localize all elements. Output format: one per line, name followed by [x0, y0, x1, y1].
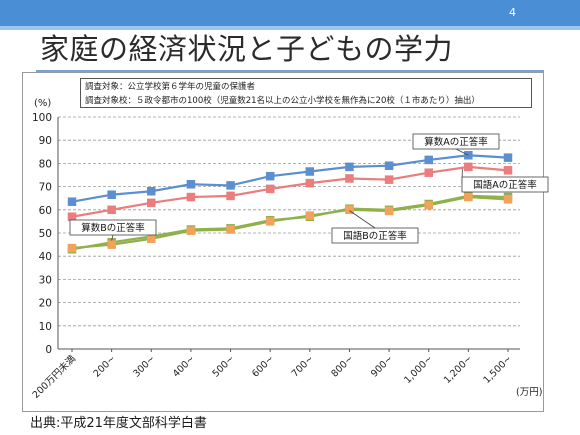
series-1-point-10 — [464, 162, 473, 172]
x-tick-label-9: 1,000~ — [402, 353, 435, 386]
y-tick-label-30: 30 — [39, 274, 52, 286]
y-tick-label-40: 40 — [39, 251, 52, 263]
series-3-point-2 — [147, 234, 156, 244]
series-3-point-4 — [226, 225, 235, 234]
series-3-point-9 — [424, 200, 433, 210]
x-tick-label-0: 200万円未満 — [30, 352, 79, 401]
header-bar-shade — [0, 26, 580, 30]
callout-box-1 — [461, 176, 549, 193]
x-tick-label-5: 600~ — [250, 353, 276, 379]
series-1-point-7 — [345, 174, 354, 183]
survey-note: 調査対象：公立学校第６学年の児童の保護者 調査対象校：５政令都市の100校（児童… — [80, 78, 532, 108]
series-3-point-6 — [305, 211, 315, 220]
series-line-0 — [71, 154, 509, 203]
series-1-point-0 — [67, 212, 77, 222]
series-1-point-2 — [147, 198, 156, 208]
callout-label-2: 算数Bの正答率 — [81, 222, 145, 234]
series-3-point-7 — [345, 205, 354, 215]
series-0-point-4 — [226, 181, 235, 190]
series-line-1 — [71, 165, 509, 218]
y-tick-label-80: 80 — [39, 158, 52, 170]
x-tick-label-1: 200~ — [92, 353, 118, 379]
y-tick-label-50: 50 — [39, 228, 52, 240]
series-3-point-0 — [67, 243, 77, 253]
page-number: 4 — [509, 6, 516, 19]
series-1-point-8 — [384, 175, 394, 184]
series-1-point-11 — [503, 166, 513, 175]
callout-label-3: 国語Bの正答率 — [343, 230, 407, 242]
x-tick-label-7: 800~ — [329, 353, 355, 379]
callout-box-0 — [412, 133, 500, 150]
series-1-point-5 — [265, 184, 275, 194]
series-0-point-3 — [186, 180, 196, 189]
series-1-point-1 — [107, 205, 116, 215]
chart-frame — [22, 72, 544, 412]
survey-note-line-2: 調査対象校：５政令都市の100校（児童数21名以上の公立小学校を無作為に20校（… — [85, 96, 480, 106]
x-tick-label-6: 700~ — [290, 353, 316, 379]
slide-title: 家庭の経済状況と子どもの学力 — [40, 32, 454, 66]
series-0-point-5 — [265, 171, 275, 181]
x-tick-label-4: 500~ — [210, 353, 236, 379]
y-tick-label-10: 10 — [39, 321, 52, 333]
series-0-point-9 — [424, 155, 433, 165]
y-tick-label-20: 20 — [39, 298, 52, 310]
callout-leader-0 — [455, 148, 469, 156]
source-citation: 出典:平成21年度文部科学白書 — [30, 416, 207, 431]
title-underline — [36, 70, 544, 72]
series-3-point-10 — [464, 192, 473, 202]
y-tick-label-100: 100 — [32, 112, 52, 124]
series-line-3 — [71, 195, 509, 250]
y-tick-label-60: 60 — [39, 205, 52, 217]
series-3-point-5 — [265, 217, 275, 226]
callout-box-2 — [69, 219, 157, 236]
x-tick-label-10: 1,200~ — [442, 353, 475, 386]
y-tick-label-0: 0 — [45, 344, 52, 356]
series-1-point-4 — [226, 191, 235, 201]
callout-leader-3 — [349, 210, 376, 229]
survey-note-line-1: 調査対象：公立学校第６学年の児童の保護者 — [85, 82, 256, 92]
series-0-point-8 — [384, 161, 394, 170]
series-0-point-0 — [67, 197, 77, 206]
series-0-point-2 — [147, 186, 156, 196]
y-tick-label-70: 70 — [39, 182, 52, 194]
callout-box-3 — [331, 227, 419, 244]
series-3-point-3 — [186, 226, 196, 235]
series-3-point-1 — [107, 240, 116, 249]
series-3-point-8 — [384, 206, 394, 216]
callout-label-0: 算数Aの正答率 — [424, 136, 488, 148]
x-tick-label-8: 900~ — [369, 353, 395, 379]
header-bar — [0, 0, 580, 26]
x-tick-label-2: 300~ — [131, 353, 157, 379]
y-tick-label-90: 90 — [39, 135, 52, 147]
y-axis-unit-label: (%) — [34, 98, 51, 109]
series-1-point-9 — [424, 168, 433, 177]
series-3-point-11 — [503, 195, 513, 204]
series-0-point-11 — [503, 153, 513, 162]
callout-leader-2 — [111, 234, 114, 241]
series-1-point-6 — [305, 178, 315, 188]
series-0-point-1 — [107, 190, 116, 199]
series-0-point-6 — [305, 167, 315, 176]
x-axis-unit-label: (万円) — [516, 387, 542, 398]
series-1-point-3 — [186, 192, 196, 202]
callout-label-1: 国語Aの正答率 — [473, 179, 537, 191]
series-0-point-7 — [345, 162, 354, 172]
x-tick-label-3: 400~ — [171, 353, 197, 379]
x-tick-label-11: 1,500~ — [481, 353, 514, 386]
